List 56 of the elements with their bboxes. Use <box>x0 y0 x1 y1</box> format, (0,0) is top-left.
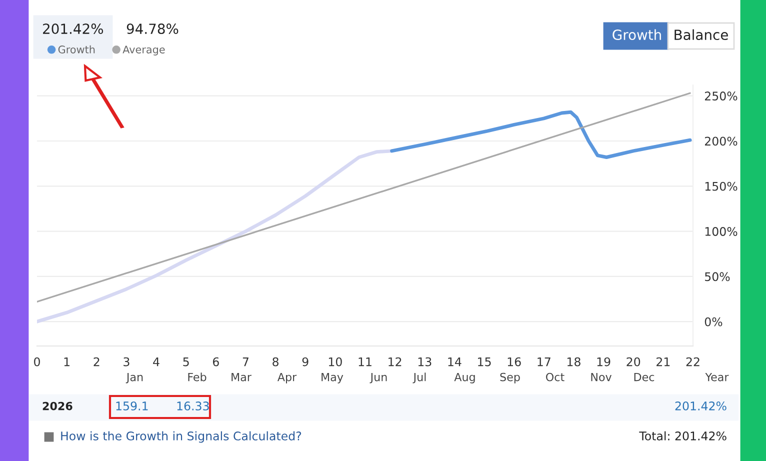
text: 201.42% <box>43 24 104 34</box>
text: Balance <box>674 29 728 40</box>
x-tick-label: 6 <box>212 357 219 366</box>
text: Dec <box>634 372 654 382</box>
text: 2026 <box>42 402 72 410</box>
text: 16.33 <box>177 401 209 410</box>
y-tick-label: 50% <box>705 272 730 282</box>
y-tick-label: 200% <box>704 136 738 146</box>
text: Mar <box>232 372 252 382</box>
text: How is the Growth in Signals Calculated? <box>61 431 302 443</box>
x-tick-label: 10 <box>328 357 342 366</box>
x-tick-label: 8 <box>272 357 278 366</box>
text: Apr <box>277 372 297 384</box>
x-tick-label: 15 <box>478 357 491 366</box>
x-tick-label: 3 <box>124 357 130 366</box>
text: Jun <box>370 372 387 384</box>
x-tick-label: 19 <box>597 357 610 366</box>
text: Feb <box>188 372 206 382</box>
x-tick-label: 21 <box>656 357 670 366</box>
line-series <box>390 110 692 159</box>
text: Growth <box>612 29 661 40</box>
text: May <box>322 372 344 384</box>
x-tick-label: 14 <box>448 357 462 366</box>
x-tick-label: 4 <box>153 357 160 366</box>
text: 94.78% <box>126 24 178 34</box>
text: Jul <box>412 372 426 384</box>
y-tick-label: 150% <box>705 182 738 191</box>
x-tick-label: 5 <box>183 357 189 366</box>
y-tick-label: 250% <box>704 92 738 100</box>
legend-label: Average <box>122 46 165 56</box>
text: 201.42% <box>675 401 726 410</box>
text: Jan <box>126 372 143 384</box>
x-tick-label: 22 <box>686 357 700 366</box>
x-tick-label: 12 <box>388 357 402 366</box>
x-tick-label: 2 <box>94 357 100 366</box>
text: Oct <box>546 372 564 382</box>
text: Total: 201.42% <box>639 431 726 440</box>
y-tick-label: 100% <box>705 227 738 236</box>
x-tick-label: 17 <box>538 357 550 366</box>
x-tick-label: 13 <box>418 357 432 366</box>
y-tick-label: 0% <box>704 317 722 326</box>
x-tick-label: 11 <box>358 357 372 366</box>
x-tick-label: 1 <box>64 357 70 366</box>
x-tick-label: 16 <box>508 357 521 366</box>
x-tick-label: 18 <box>568 357 580 366</box>
line-series <box>37 149 394 324</box>
text: Year <box>705 372 729 382</box>
x-tick-label: 9 <box>302 357 308 366</box>
text: Aug <box>454 372 475 384</box>
x-tick-label: 7 <box>242 357 248 366</box>
text: 159.1 <box>116 401 148 410</box>
text: Sep <box>500 372 520 384</box>
legend-label: Growth <box>58 45 95 54</box>
x-tick-label: 0 <box>34 357 40 366</box>
x-tick-label: 20 <box>626 357 640 366</box>
text: Nov <box>591 372 612 382</box>
